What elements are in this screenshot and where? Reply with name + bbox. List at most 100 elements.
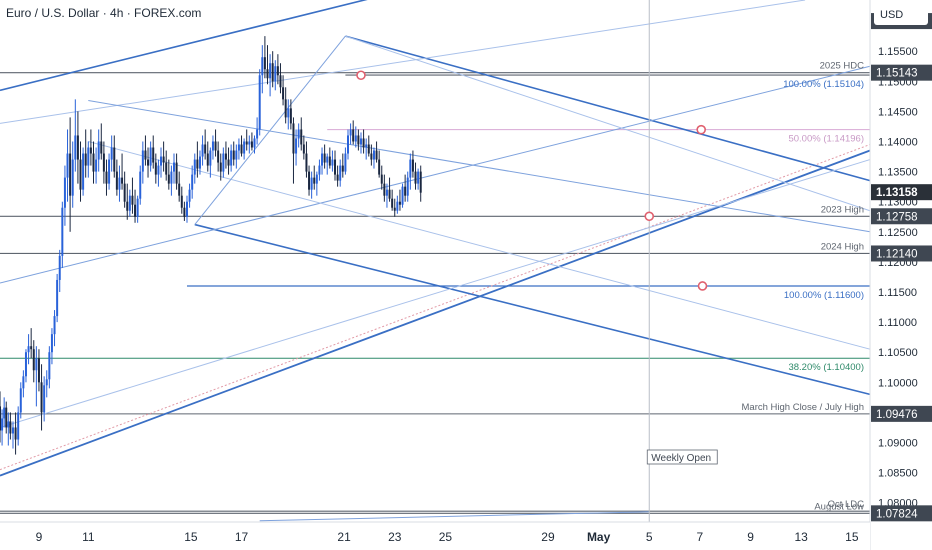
price-tick-label: 1.09000 — [878, 438, 918, 450]
candle-body — [370, 153, 373, 160]
candle-body — [128, 195, 131, 211]
candle-body — [141, 150, 144, 172]
price-tick-label: 1.11000 — [878, 317, 917, 329]
candle-body — [245, 141, 248, 145]
candle-body — [417, 171, 420, 184]
channel-line — [194, 223, 871, 396]
date-tick-label: 9 — [747, 530, 754, 544]
candle-body — [63, 177, 66, 208]
candle-body — [274, 66, 277, 82]
candle-body — [209, 150, 212, 166]
candle-body — [152, 147, 155, 163]
candle-body — [173, 162, 175, 172]
candle-body — [58, 255, 61, 280]
price-badge-value: 1.15143 — [876, 68, 918, 80]
candle-body — [24, 352, 27, 377]
candle-body — [162, 156, 165, 163]
candle-body — [175, 162, 178, 184]
candle-body — [269, 63, 272, 79]
date-ticks: 9 11 15 17 21 23 25 29 May 5 7 9 13 15 — [36, 530, 859, 544]
candle-body — [341, 165, 344, 172]
currency-box[interactable] — [874, 3, 928, 25]
candle-body — [334, 159, 337, 175]
candle-body — [326, 156, 329, 163]
date-tick-label: 15 — [184, 530, 198, 544]
candle-body — [419, 171, 422, 193]
date-tick-label: 21 — [337, 530, 351, 544]
fib-label: 50.00% (1.14196) — [788, 134, 864, 145]
date-tick-label: 25 — [439, 530, 453, 544]
date-tick-label: 23 — [388, 530, 402, 544]
candle-body — [188, 189, 191, 202]
time-axis[interactable] — [0, 522, 870, 550]
date-tick-label: 11 — [82, 530, 95, 544]
candle-body — [308, 171, 311, 190]
candle-body — [180, 195, 183, 208]
price-tick-label: 1.11500 — [878, 287, 917, 299]
candle-body — [89, 147, 92, 154]
price-badge — [871, 405, 932, 422]
candle-body — [40, 382, 43, 413]
circle-marker — [696, 124, 706, 135]
candle-body — [266, 69, 269, 79]
candle-body — [87, 147, 90, 166]
channel-line — [0, 65, 871, 284]
candle-body — [250, 141, 253, 148]
candle-body — [297, 129, 300, 139]
price-tick-label: 1.15500 — [878, 46, 918, 58]
candle-body — [22, 376, 25, 389]
trend-channels — [0, 0, 871, 522]
date-tick-label: 29 — [541, 530, 555, 544]
candle-body — [110, 147, 113, 160]
candle-body — [167, 174, 170, 184]
candle-body — [61, 207, 64, 256]
candle-body — [347, 135, 349, 154]
price-tick-label: 1.10000 — [878, 377, 918, 389]
price-axis[interactable] — [870, 0, 932, 550]
candle-body — [157, 165, 160, 175]
candle-body — [0, 406, 1, 431]
channel-line — [259, 511, 650, 522]
candle-body — [323, 153, 326, 163]
candle-body — [328, 156, 331, 166]
candle-body — [380, 174, 383, 184]
level-label: March High Close / July High — [742, 402, 865, 413]
candle-body — [339, 165, 342, 181]
date-tick-label: 5 — [646, 530, 653, 544]
price-tick-label: 1.12500 — [878, 227, 918, 239]
candle-body — [354, 135, 357, 142]
candle-body — [108, 159, 111, 184]
weekly-open-line: Weekly Open — [646, 0, 718, 522]
candle-body — [9, 421, 12, 434]
candle-body — [310, 177, 313, 190]
price-badge-value: 1.09476 — [876, 409, 918, 421]
level-label: 2024 High — [821, 241, 864, 252]
candle-body — [398, 201, 401, 205]
candle-body — [261, 57, 264, 76]
candle-body — [230, 150, 233, 166]
candle-body — [404, 186, 407, 196]
fib-label: 100.00% (1.15104) — [783, 79, 864, 90]
level-label: 2023 High — [821, 204, 864, 215]
candle-body — [396, 201, 399, 211]
candle-body — [5, 407, 8, 428]
candle-body — [253, 138, 256, 148]
plot-area[interactable] — [0, 0, 870, 522]
channel-line — [0, 0, 806, 124]
candle-body — [14, 427, 17, 440]
price-badge-value: 1.12758 — [876, 211, 918, 223]
candle-body — [276, 66, 279, 76]
candle-body — [95, 159, 98, 172]
candle-body — [69, 153, 72, 196]
candle-body — [204, 144, 207, 154]
price-badge-value: 1.13158 — [876, 187, 918, 199]
candle-body — [243, 141, 246, 154]
candle-body — [76, 135, 79, 160]
price-tick-label: 1.13500 — [878, 167, 918, 179]
candle-body — [240, 144, 243, 154]
candle-body — [165, 162, 168, 175]
candle-body — [196, 159, 199, 169]
channel-line — [345, 35, 871, 212]
candle-body — [289, 108, 292, 124]
